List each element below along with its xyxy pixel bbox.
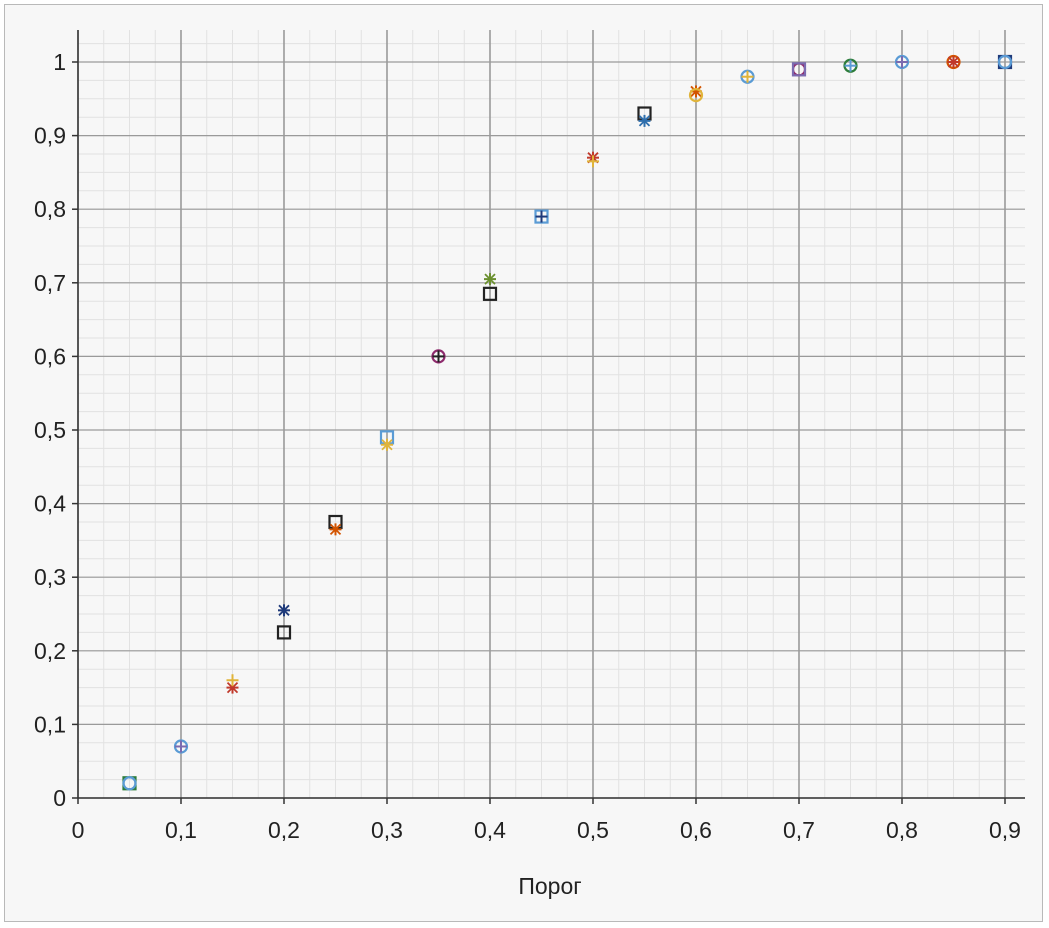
y-tick-label: 1	[53, 49, 66, 75]
square-marker	[791, 62, 807, 77]
data-point-asterisk	[484, 273, 496, 286]
data-point-square	[276, 625, 292, 640]
x-tick-label: 0,1	[165, 817, 197, 843]
x-tick-label: 0,7	[783, 817, 815, 843]
square-marker	[482, 286, 498, 301]
asterisk-marker-d2	[226, 681, 239, 694]
data-point-circle	[997, 54, 1013, 70]
asterisk-marker-d2	[381, 439, 393, 451]
circle-marker	[122, 776, 137, 791]
x-tick-labels: 0 0,1 0,2 0,3 0,4 0,5 0,6 0,7 0,8 0,9	[72, 798, 1021, 843]
data-point-square	[482, 286, 498, 301]
x-tick-label: 0,3	[371, 817, 403, 843]
data-point-asterisk	[638, 114, 651, 127]
x-tick-label: 0,8	[886, 817, 918, 843]
y-tick-label: 0,2	[34, 638, 66, 664]
y-tick-label: 0,5	[34, 417, 66, 443]
y-tick-labels: 0 0,1 0,2 0,3 0,4 0,5 0,6 0,7 0,8 0,9 1	[34, 49, 78, 811]
data-point-plus	[587, 155, 599, 168]
data-point-circle	[122, 776, 137, 791]
asterisk-marker-d2	[690, 85, 702, 98]
data-point-plus	[432, 350, 445, 363]
y-tick-label: 0,3	[34, 564, 66, 590]
asterisk-marker-d2	[278, 604, 290, 616]
x-axis-label: Порог	[518, 873, 581, 899]
circle-marker	[688, 88, 704, 103]
x-tick-label: 0,9	[989, 817, 1021, 843]
asterisk-marker-d2	[638, 115, 651, 127]
data-point-circle	[688, 88, 704, 103]
data-point-asterisk	[947, 56, 960, 68]
y-tick-label: 0,6	[34, 343, 66, 369]
data-point-asterisk	[278, 604, 290, 617]
data-point-asterisk	[329, 523, 342, 536]
data-point-plus	[226, 674, 239, 687]
data-point-plus	[535, 210, 548, 223]
circle-marker	[997, 54, 1013, 70]
data-point-plus	[175, 740, 187, 753]
axes	[77, 30, 1025, 799]
x-tick-label: 0,2	[268, 817, 300, 843]
x-tick-label: 0,4	[474, 817, 506, 843]
y-tick-label: 0,7	[34, 270, 66, 296]
y-tick-label: 0	[53, 785, 66, 811]
asterisk-marker-d2	[329, 523, 342, 535]
asterisk-marker-d2	[484, 273, 496, 285]
data-points	[122, 54, 1013, 791]
plot-area	[78, 30, 1025, 798]
data-point-asterisk	[381, 438, 393, 451]
data-point-plus	[844, 59, 857, 72]
x-tick-label: 0,5	[577, 817, 609, 843]
x-tick-label: 0	[72, 817, 85, 843]
data-point-plus	[741, 70, 754, 83]
asterisk-marker-d2	[947, 56, 960, 68]
y-tick-label: 0,9	[34, 123, 66, 149]
y-tick-label: 0,4	[34, 491, 66, 517]
data-point-plus	[896, 56, 908, 68]
minor-grid	[77, 30, 1025, 799]
x-tick-label: 0,6	[680, 817, 712, 843]
data-point-square	[791, 62, 807, 77]
y-tick-label: 0,1	[34, 711, 66, 737]
y-tick-label: 0,8	[34, 196, 66, 222]
square-marker	[276, 625, 292, 640]
